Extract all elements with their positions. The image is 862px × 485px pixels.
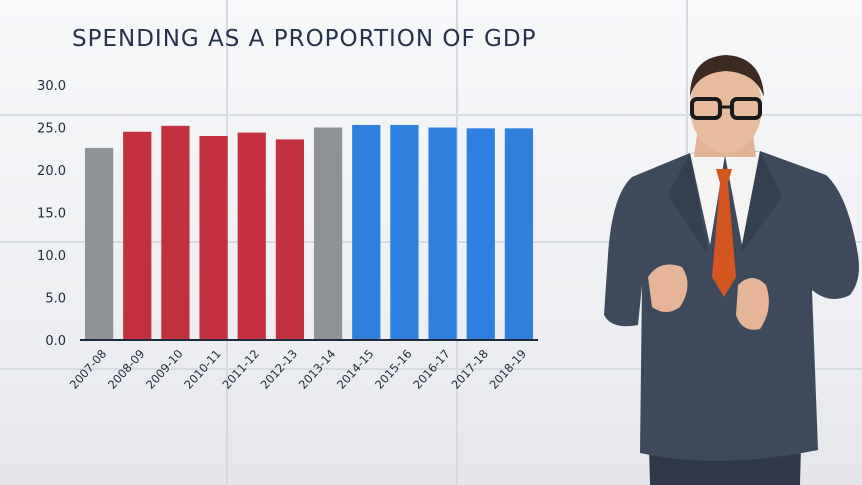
bar-2013-14 xyxy=(313,127,343,340)
y-tick-label: 15.0 xyxy=(37,207,66,222)
x-tick-label: 2009-10 xyxy=(143,347,186,392)
y-tick-label: 0.0 xyxy=(45,334,66,349)
presenter-figure xyxy=(604,55,859,485)
y-tick-label: 5.0 xyxy=(45,292,66,307)
x-tick-label: 2015-16 xyxy=(372,347,415,392)
x-axis-ticks: 2007-082008-092009-102010-112011-122012-… xyxy=(67,347,529,392)
bar-2009-10 xyxy=(161,125,190,340)
y-tick-label: 20.0 xyxy=(37,164,66,179)
x-tick-label: 2013-14 xyxy=(296,347,339,392)
x-tick-label: 2014-15 xyxy=(334,347,377,392)
x-tick-label: 2010-11 xyxy=(181,347,224,392)
bar-2017-18 xyxy=(466,128,495,340)
bar-2007-08 xyxy=(84,147,114,340)
bar-2010-11 xyxy=(199,136,228,340)
bar-2011-12 xyxy=(237,132,266,340)
x-tick-label: 2007-08 xyxy=(67,347,110,392)
x-tick-label: 2012-13 xyxy=(258,347,301,392)
x-tick-label: 2011-12 xyxy=(219,347,262,392)
y-tick-label: 30.0 xyxy=(37,79,66,94)
video-wall-seam xyxy=(0,368,862,370)
bars xyxy=(84,124,534,340)
bar-2018-19 xyxy=(504,128,534,340)
video-wall-seam xyxy=(0,114,862,116)
y-axis-ticks: 0.0 5.0 10.0 15.0 20.0 25.0 30.0 xyxy=(37,79,66,349)
x-tick-label: 2016-17 xyxy=(410,347,453,392)
y-tick-label: 25.0 xyxy=(37,122,66,137)
x-tick-label: 2008-09 xyxy=(105,347,148,392)
bar-2016-17 xyxy=(428,127,457,340)
y-tick-label: 10.0 xyxy=(37,249,66,264)
x-tick-label: 2017-18 xyxy=(448,347,491,392)
bar-2015-16 xyxy=(390,124,419,340)
bar-2014-15 xyxy=(352,124,381,340)
bar-2008-09 xyxy=(123,131,152,340)
chart-title: SPENDING AS A PROPORTION OF GDP xyxy=(72,26,537,52)
x-tick-label: 2018-19 xyxy=(487,347,530,392)
bar-2012-13 xyxy=(275,139,305,340)
